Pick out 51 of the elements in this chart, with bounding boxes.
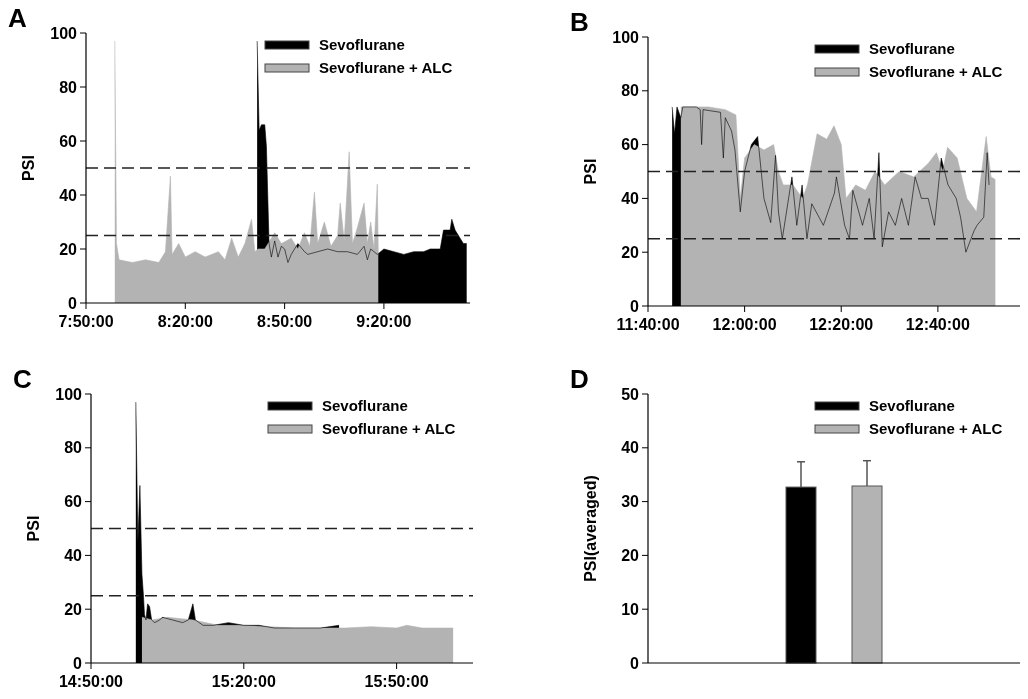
- y-tick-label: 0: [630, 297, 640, 315]
- x-tick-label: 11:40:00: [616, 316, 680, 333]
- y-tick-label: 0: [68, 294, 78, 312]
- y-tick-label: 60: [59, 132, 78, 150]
- y-tick-label: 80: [621, 82, 640, 100]
- y-tick-label: 100: [50, 24, 78, 42]
- chart-title: A: [8, 3, 27, 33]
- y-tick-label: 40: [59, 186, 78, 204]
- y-tick-label: 10: [621, 600, 640, 618]
- y-tick-label: 20: [621, 547, 640, 564]
- legend-label: Sevoflurane + ALC: [869, 63, 1003, 81]
- x-tick-label: 12:00:00: [712, 316, 777, 333]
- y-tick-label: 20: [621, 243, 640, 261]
- y-tick-label: 100: [612, 28, 640, 46]
- y-tick-label: 0: [630, 654, 640, 672]
- y-axis-title: PSI: [582, 158, 599, 185]
- y-tick-label: 80: [64, 439, 83, 457]
- legend-label: Sevoflurane + ALC: [869, 420, 1003, 438]
- legend-label: Sevoflurane: [319, 36, 405, 54]
- chart-title: D: [570, 364, 589, 394]
- legend-label: Sevoflurane + ALC: [322, 420, 456, 438]
- y-tick-label: 20: [64, 600, 83, 618]
- legend-label: Sevoflurane: [322, 397, 408, 415]
- x-tick-label: 14:50:00: [58, 673, 124, 690]
- x-tick-label: 9:20:00: [356, 313, 412, 330]
- x-tick-label: 15:20:00: [211, 673, 276, 690]
- y-tick-label: 60: [621, 136, 640, 154]
- y-tick-label: 100: [55, 385, 83, 403]
- y-axis-title: PSI: [20, 155, 37, 181]
- y-tick-label: 30: [621, 493, 640, 511]
- legend-label: Sevoflurane: [869, 397, 955, 415]
- y-axis-title: PSI(averaged): [582, 475, 599, 582]
- legend-label: Sevoflurane: [869, 40, 955, 58]
- y-tick-label: 60: [64, 493, 83, 511]
- chart-title: B: [570, 7, 589, 37]
- chart-title: C: [13, 364, 32, 394]
- x-tick-label: 8:50:00: [257, 313, 313, 330]
- y-tick-label: 40: [64, 547, 83, 564]
- y-tick-label: 80: [59, 78, 78, 96]
- y-tick-label: 40: [621, 190, 640, 207]
- y-tick-label: 50: [621, 385, 640, 403]
- legend-label: Sevoflurane + ALC: [319, 59, 453, 77]
- x-tick-label: 15:50:00: [364, 673, 429, 690]
- x-tick-label: 12:20:00: [809, 316, 874, 333]
- y-tick-label: 0: [73, 654, 83, 672]
- x-tick-label: 8:20:00: [157, 313, 213, 330]
- y-tick-label: 20: [59, 240, 78, 258]
- x-tick-label: 12:40:00: [905, 316, 970, 333]
- y-tick-label: 40: [621, 439, 640, 457]
- y-axis-title: PSI: [25, 515, 42, 542]
- x-tick-label: 7:50:00: [58, 313, 114, 330]
